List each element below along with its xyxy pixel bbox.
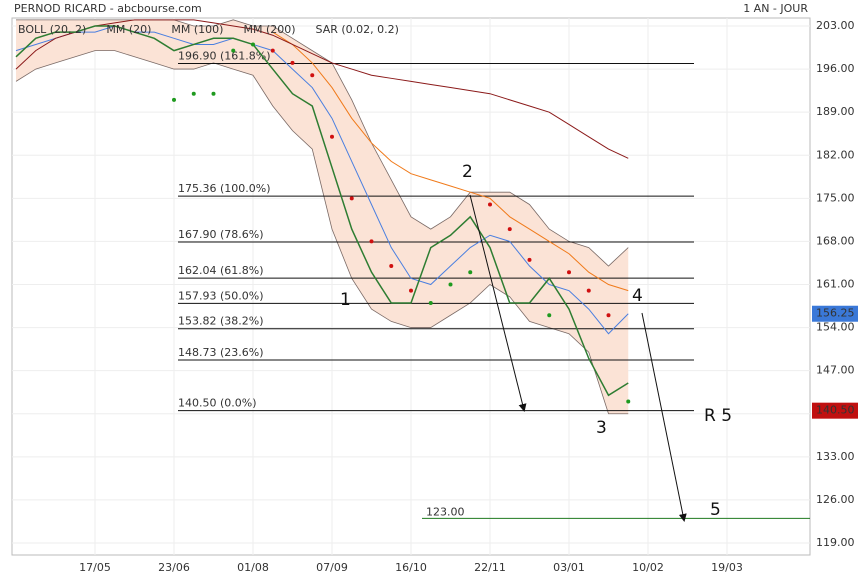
sar-dot <box>567 270 571 275</box>
sar-dot <box>507 227 512 232</box>
bollinger-area <box>16 19 629 414</box>
x-tick-label: 23/06 <box>158 561 190 574</box>
y-tick-label: 126.00 <box>816 493 855 506</box>
chart-title: PERNOD RICARD - abcbourse.com <box>14 2 202 15</box>
y-tick-label: 175.00 <box>816 191 855 204</box>
sar-dot <box>488 202 492 207</box>
moving-average <box>272 31 629 292</box>
target-label: 123.00 <box>426 505 465 518</box>
sar-dot <box>310 73 315 78</box>
y-tick-label: 196.00 <box>816 62 855 75</box>
arrow <box>469 194 527 412</box>
legend-entry: MM (100) <box>171 23 223 36</box>
sar-dot <box>468 270 473 275</box>
x-tick-label: 17/05 <box>79 561 111 574</box>
wave-label: 5 <box>710 500 721 520</box>
sar-dot <box>330 134 334 139</box>
wave-label: 2 <box>462 162 473 182</box>
sar-dot <box>626 399 631 404</box>
x-tick-label: 22/11 <box>474 561 506 574</box>
y-tick-label: 168.00 <box>816 234 855 247</box>
sar-dot <box>527 257 532 262</box>
bollinger-upper <box>16 19 629 267</box>
wave-label: 4 <box>632 286 643 306</box>
fib-label: 175.36 (100.0%) <box>178 182 271 195</box>
fib-label: 196.90 (161.8%) <box>178 50 271 63</box>
legend-entry: SAR (0.02, 0.2) <box>316 23 399 36</box>
sar-dot <box>251 42 255 47</box>
wave-label: R 5 <box>704 406 732 426</box>
sar-dot <box>290 60 295 65</box>
sar-dot <box>172 97 176 102</box>
legend-entry: BOLL (20, 2) <box>18 23 86 36</box>
period: 1 AN - JOUR <box>743 2 808 15</box>
price-tag <box>812 402 858 419</box>
fib-label: 140.50 (0.0%) <box>178 397 257 410</box>
sar-dot <box>409 288 413 293</box>
fib-label: 157.93 (50.0%) <box>178 289 264 302</box>
x-tick-label: 03/01 <box>553 561 585 574</box>
sar-dot <box>270 48 275 53</box>
fib-label: 153.82 (38.2%) <box>178 315 264 328</box>
wave-label: 3 <box>596 418 607 438</box>
x-tick-label: 01/08 <box>237 561 269 574</box>
price-line <box>15 25 629 397</box>
sar-dot <box>369 239 374 244</box>
y-tick-label: 182.00 <box>816 148 855 161</box>
arrow <box>641 312 687 522</box>
price-tag <box>812 305 858 322</box>
sar-dot <box>586 288 591 293</box>
fib-label: 162.04 (61.8%) <box>178 264 264 277</box>
legend-entry: MM (20) <box>106 23 151 36</box>
sar-dot <box>231 48 236 53</box>
wave-label: 1 <box>340 290 351 310</box>
y-tick-label: 189.00 <box>816 105 855 118</box>
y-tick-label: 154.00 <box>816 321 855 334</box>
sar-dot <box>349 196 354 201</box>
y-tick-label: 203.00 <box>816 19 855 32</box>
sar-dot <box>448 282 453 287</box>
sar-dot <box>389 264 394 269</box>
sar-dot <box>191 91 196 96</box>
x-tick-label: 07/09 <box>316 561 348 574</box>
price-tag-label: 140.50 <box>816 404 855 417</box>
y-tick-label: 119.00 <box>816 536 855 549</box>
price-tag-label: 156.25 <box>816 307 855 320</box>
sar-dot <box>211 91 216 96</box>
sar-dot <box>547 313 552 318</box>
x-tick-label: 10/02 <box>632 561 664 574</box>
fib-label: 167.90 (78.6%) <box>178 228 264 241</box>
moving-average <box>15 19 629 159</box>
fib-label: 148.73 (23.6%) <box>178 346 264 359</box>
y-tick-label: 147.00 <box>816 364 855 377</box>
x-tick-label: 16/10 <box>395 561 427 574</box>
y-tick-label: 161.00 <box>816 277 855 290</box>
y-tick-label: 133.00 <box>816 450 855 463</box>
x-tick-label: 19/03 <box>711 561 743 574</box>
legend-entry: MM (200) <box>243 23 295 36</box>
bollinger-lower <box>15 50 629 415</box>
sar-dot <box>606 313 611 318</box>
sar-dot <box>428 300 433 305</box>
